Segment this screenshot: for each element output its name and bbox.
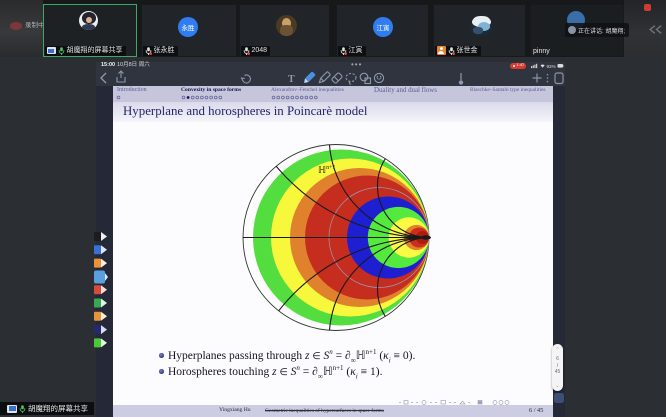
svg-text:93%: 93% <box>547 63 556 68</box>
svg-text:T: T <box>288 74 295 85</box>
